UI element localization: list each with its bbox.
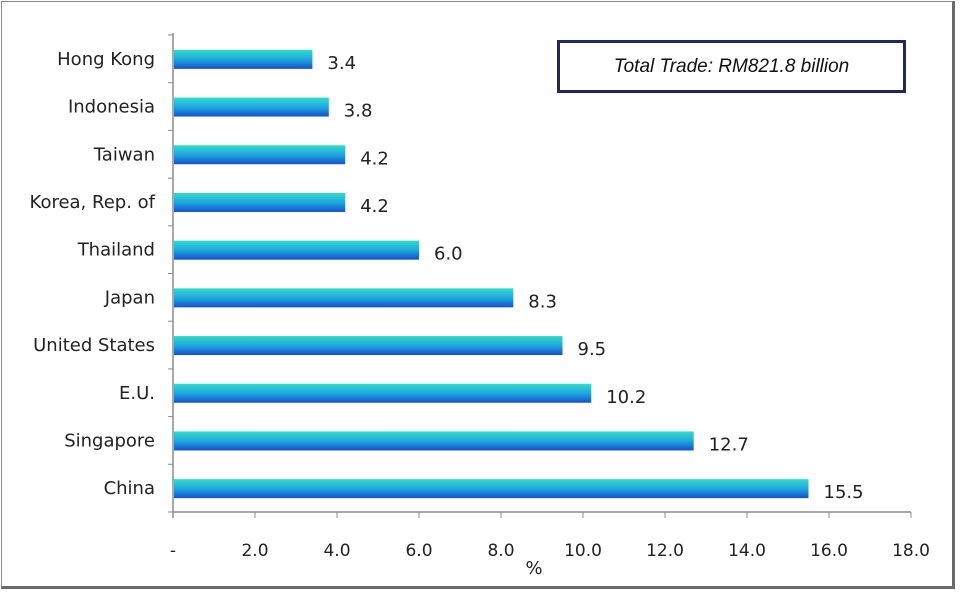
bar <box>174 288 514 308</box>
data-label: 3.4 <box>327 53 356 74</box>
category-label: Thailand <box>77 240 155 261</box>
x-tick-label: 8.0 <box>487 541 514 561</box>
bar <box>174 479 809 499</box>
data-label: 4.2 <box>360 196 389 217</box>
x-tick-label: 10.0 <box>564 541 602 561</box>
category-label: E.U. <box>119 383 155 404</box>
x-tick-label: 18.0 <box>892 541 930 561</box>
category-label: Taiwan <box>93 144 155 165</box>
total-trade-text: Total Trade: RM821.8 billion <box>613 55 850 77</box>
x-tick-label: 14.0 <box>728 541 766 561</box>
total-trade-annotation: Total Trade: RM821.8 billion <box>557 40 906 93</box>
data-label: 8.3 <box>528 291 557 312</box>
data-label: 15.5 <box>824 482 864 503</box>
bar <box>174 240 419 260</box>
category-label: Singapore <box>64 430 155 451</box>
data-label: 3.8 <box>344 101 373 122</box>
x-tick-label: 12.0 <box>646 541 684 561</box>
bar <box>174 336 563 356</box>
bar <box>174 145 346 165</box>
category-label: China <box>104 478 155 499</box>
data-label: 6.0 <box>434 244 463 265</box>
bar <box>174 49 313 69</box>
data-label: 10.2 <box>606 387 646 408</box>
category-label: Indonesia <box>68 97 155 118</box>
data-label: 4.2 <box>360 148 389 169</box>
x-tick-label: - <box>170 541 176 561</box>
x-axis-label: % <box>525 558 542 579</box>
data-label: 9.5 <box>578 339 607 360</box>
category-label: Korea, Rep. of <box>30 192 156 213</box>
x-tick-label: 2.0 <box>241 541 268 561</box>
category-label: United States <box>33 335 155 356</box>
data-label: 12.7 <box>709 434 749 455</box>
category-label: Japan <box>104 287 155 308</box>
bar <box>174 97 329 117</box>
x-tick-label: 16.0 <box>810 541 848 561</box>
bar <box>174 383 592 403</box>
x-tick-label: 6.0 <box>405 541 432 561</box>
bar <box>174 192 346 212</box>
bar <box>174 431 694 451</box>
category-label: Hong Kong <box>57 49 155 70</box>
x-tick-label: 4.0 <box>323 541 350 561</box>
